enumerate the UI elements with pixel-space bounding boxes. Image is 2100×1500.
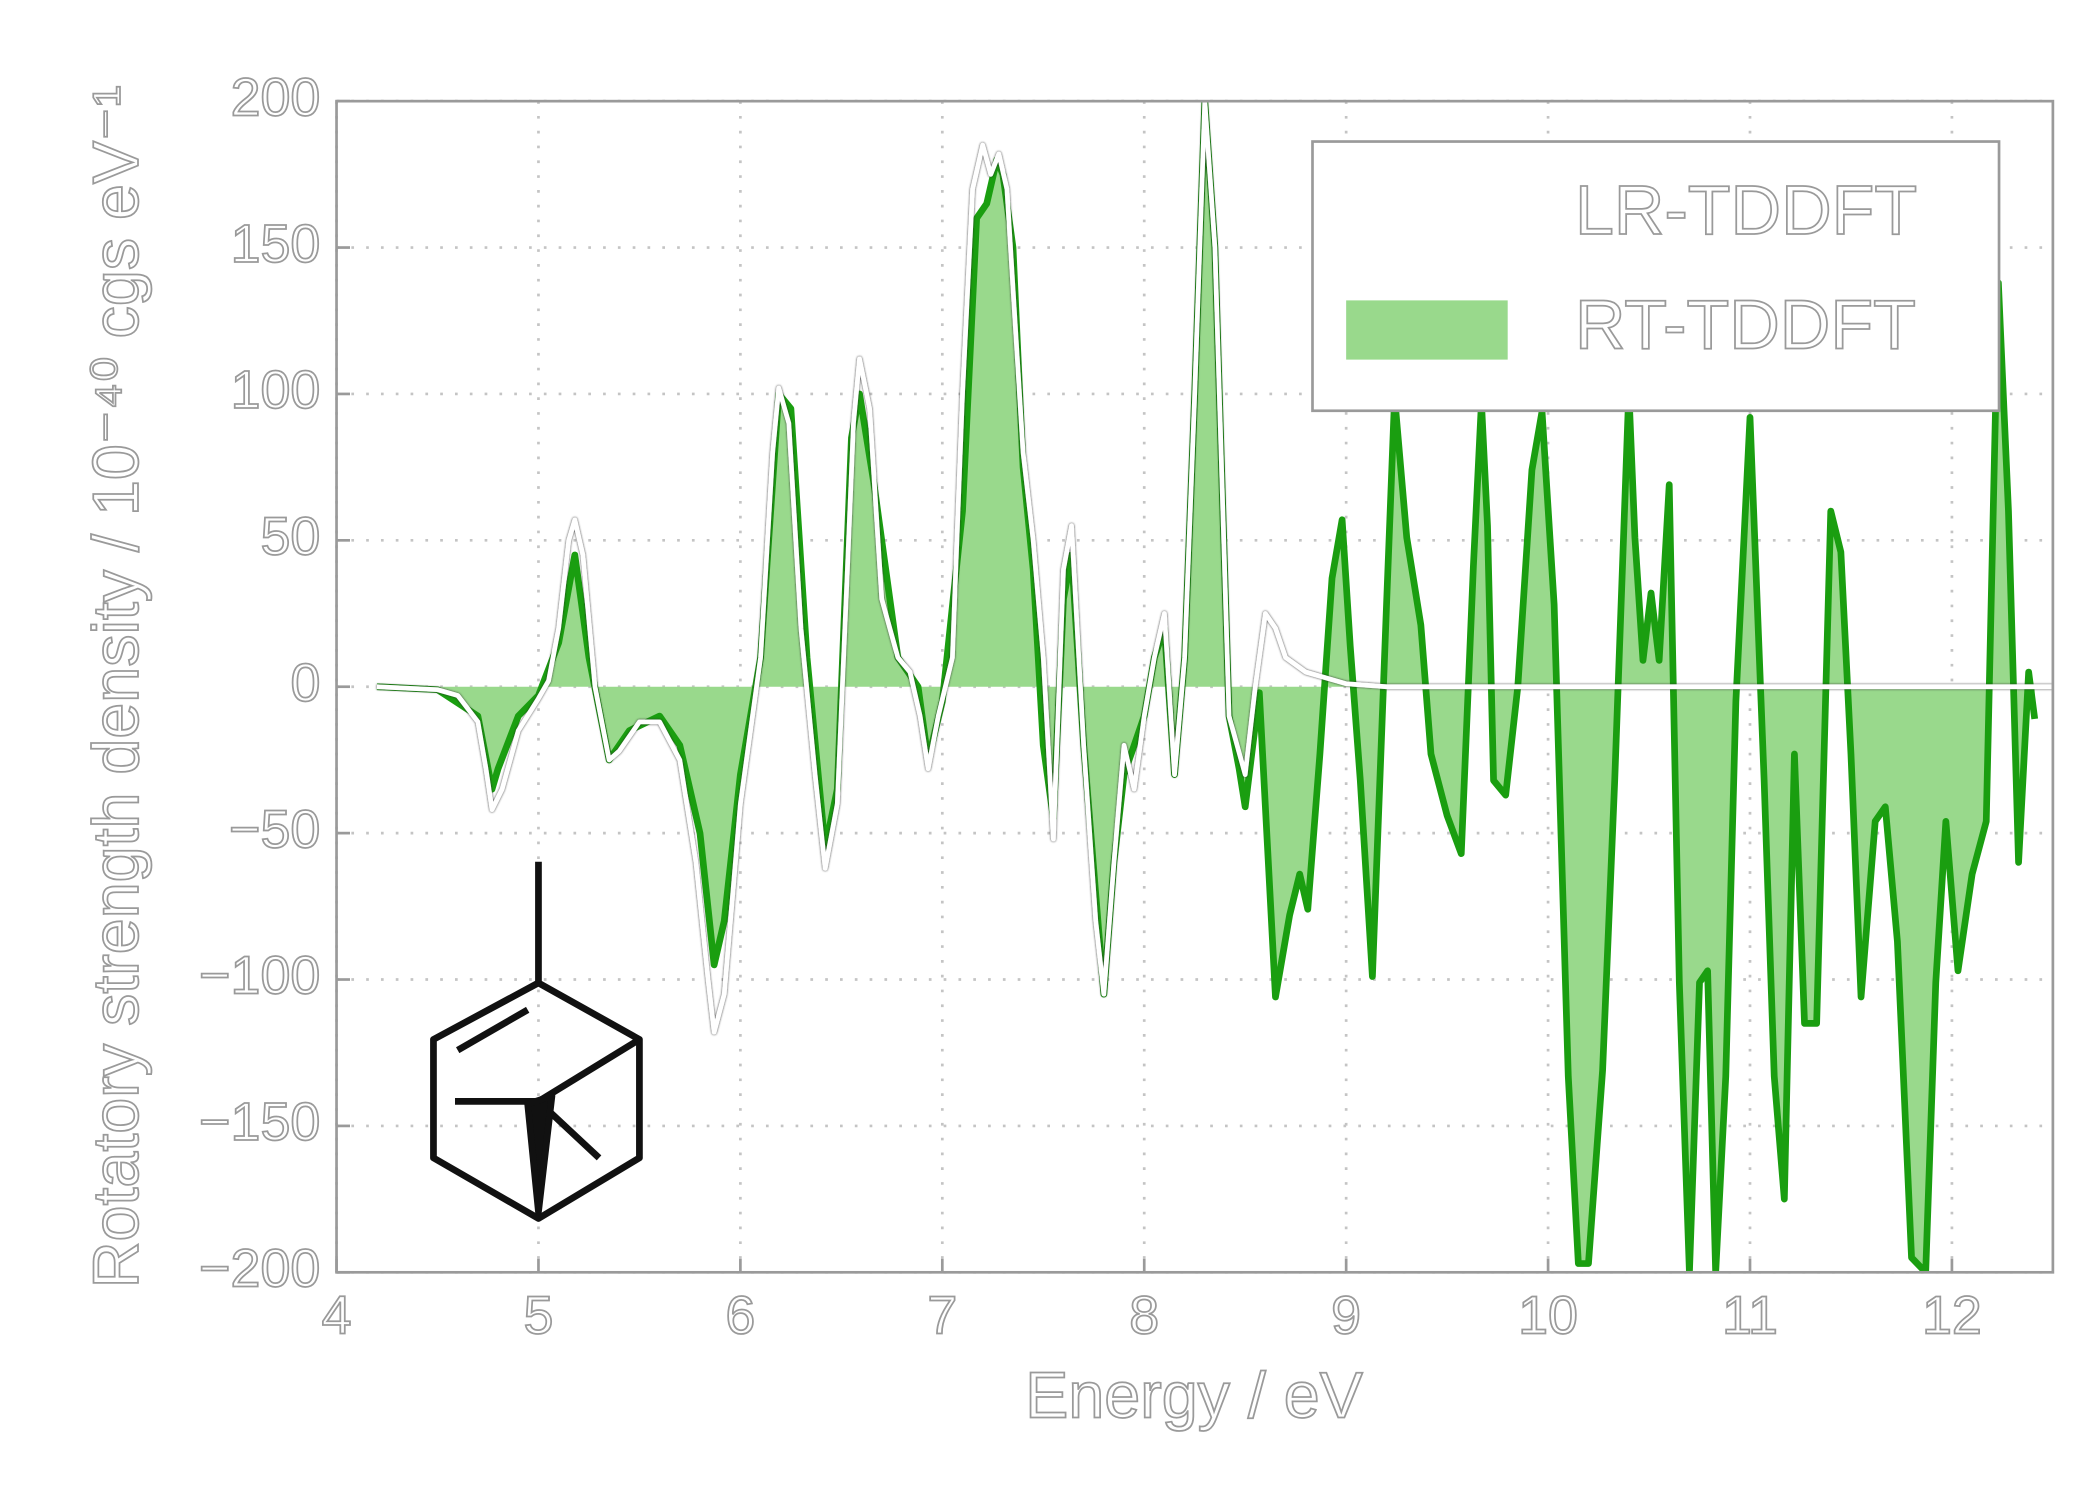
plot-area bbox=[376, 101, 2053, 1273]
legend-box bbox=[1311, 140, 2001, 413]
x-axis-label: Energy / eV bbox=[1025, 1359, 1363, 1431]
ticks: 4 5 6 7 8 9 10 11 12 −200 −150 −100 −50 0 50 100 150 200 bbox=[198, 66, 1982, 1346]
y-tick-label: −100 bbox=[199, 946, 320, 1006]
y-tick-label: −50 bbox=[229, 799, 320, 859]
y-tick-label: 200 bbox=[231, 67, 321, 127]
molecule-sketch bbox=[430, 861, 643, 1222]
y-tick-label: 100 bbox=[231, 360, 321, 420]
legend-swatch bbox=[1346, 300, 1508, 360]
wedge-bond bbox=[524, 1092, 556, 1216]
x-tick-label: 9 bbox=[1331, 1286, 1361, 1346]
y-tick-label: 150 bbox=[231, 214, 321, 274]
x-tick-label: 4 bbox=[322, 1286, 352, 1346]
area bbox=[376, 101, 2035, 1273]
x-tick-label: 6 bbox=[725, 1286, 755, 1346]
x-tick-label: 5 bbox=[523, 1286, 553, 1346]
bridge-bond bbox=[536, 1036, 642, 1105]
line bbox=[376, 101, 2053, 1035]
x-tick-label: 8 bbox=[1129, 1286, 1159, 1346]
x-tick-label: 7 bbox=[927, 1286, 957, 1346]
legend-label: LR-TDDFT bbox=[1575, 171, 1917, 249]
legend: LR-TDDFT RT-TDDFT bbox=[1311, 140, 2001, 413]
x-tick-label: 11 bbox=[1722, 1286, 1778, 1346]
y-tick-label: −150 bbox=[199, 1092, 320, 1152]
y-axis-label: Rotatory strength density / 10⁻⁴⁰ cgs eV… bbox=[80, 85, 152, 1288]
y-tick-label: 50 bbox=[261, 507, 321, 567]
x-tick-label: 10 bbox=[1518, 1286, 1578, 1346]
y-tick-label: −200 bbox=[199, 1239, 320, 1299]
y-tick-label: 0 bbox=[290, 653, 320, 713]
x-tick-label: 12 bbox=[1922, 1286, 1982, 1346]
area-line bbox=[376, 101, 2039, 1273]
double-bond bbox=[456, 1006, 530, 1054]
legend-label: RT-TDDFT bbox=[1575, 285, 1916, 363]
